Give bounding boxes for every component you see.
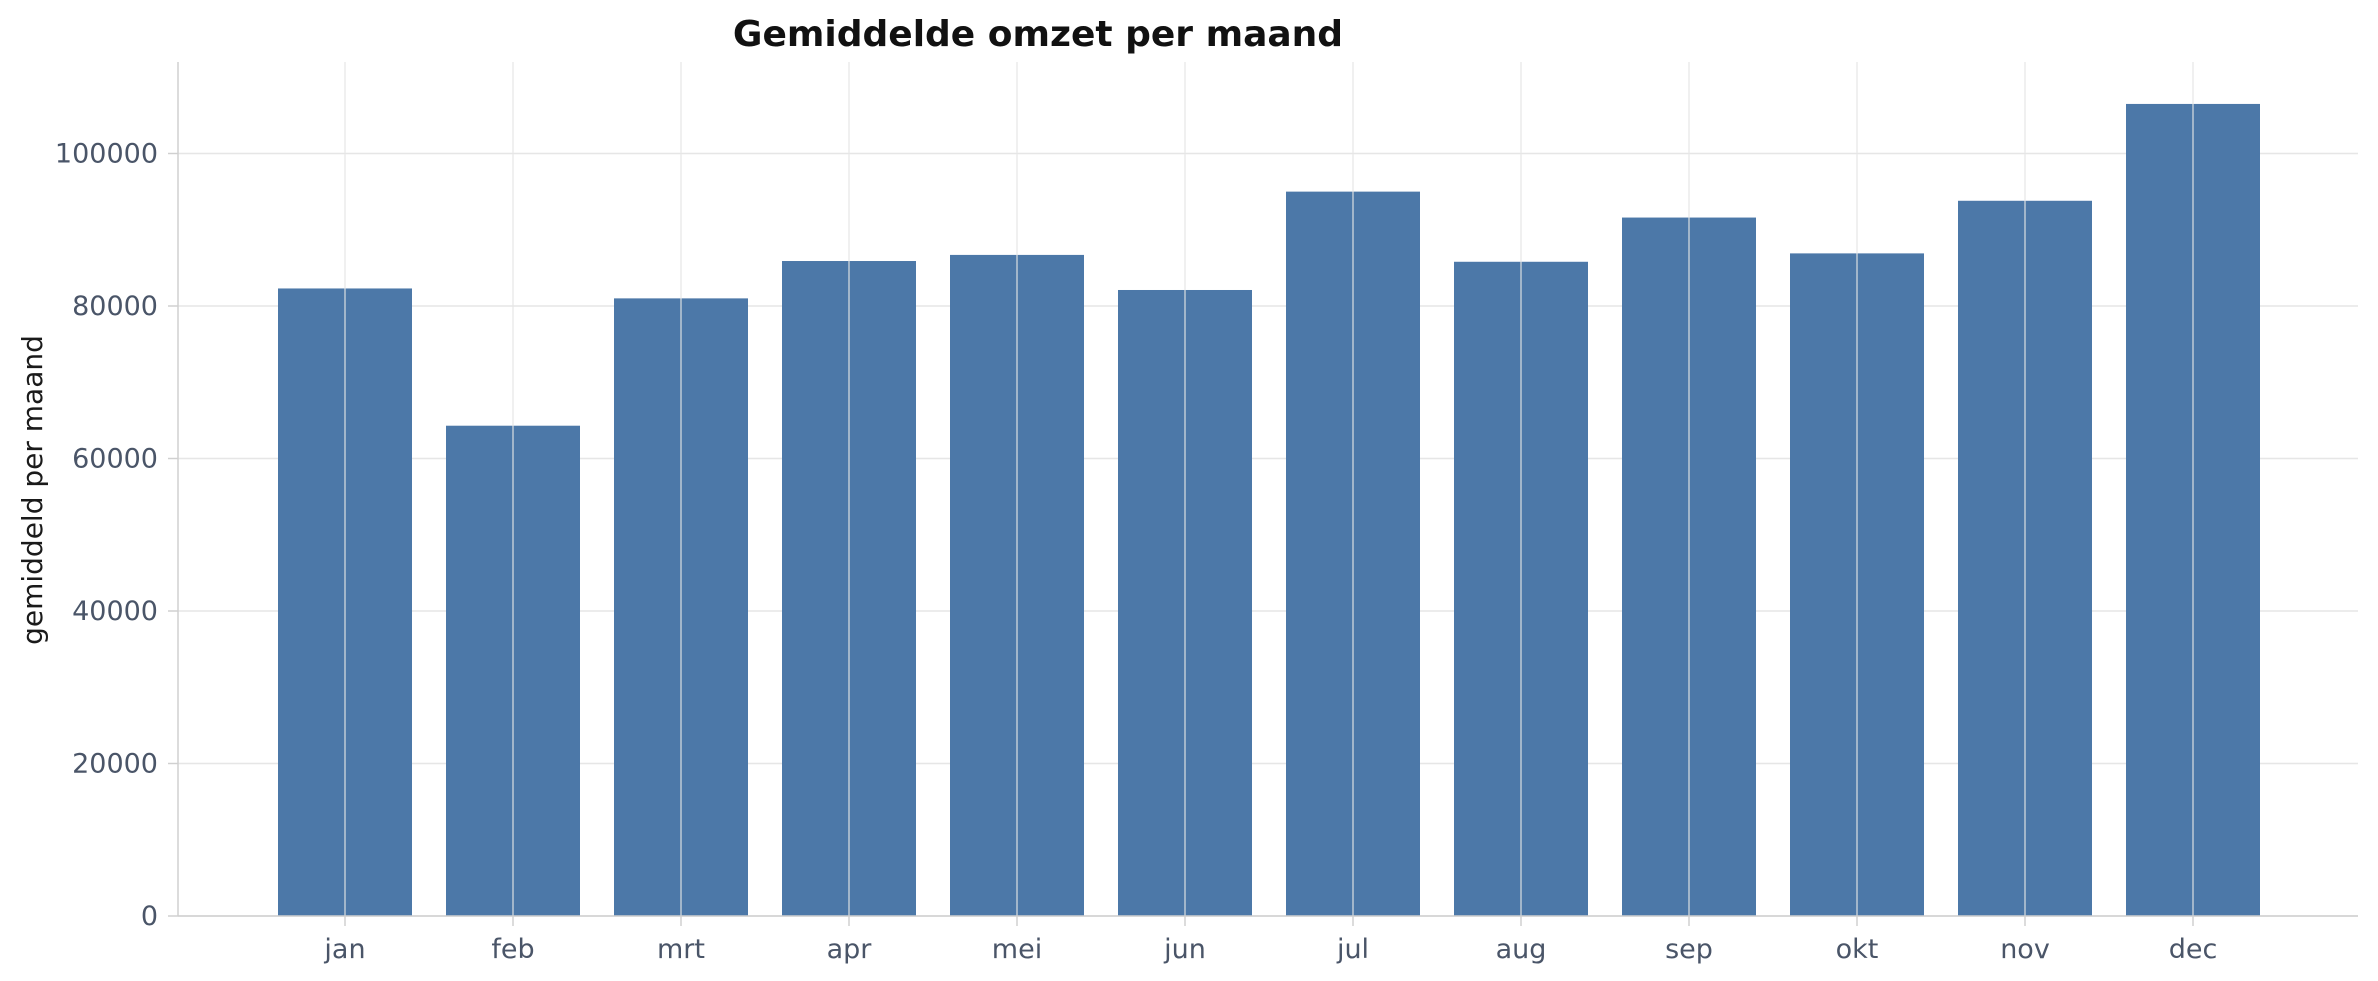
x-tick-labels: jan feb mrt apr mei jun jul aug sep okt nov dec: [323, 934, 2217, 965]
chart-title: Gemiddelde omzet per maand: [733, 14, 1343, 55]
x-tick-label: dec: [2169, 934, 2218, 965]
x-tick-label: nov: [2000, 934, 2050, 965]
x-tick-label: apr: [827, 934, 873, 965]
x-tick-label: okt: [1836, 934, 1879, 965]
y-tick-labels: 0 20000 40000 60000 80000 100000: [55, 139, 158, 933]
x-gridlines: [344, 62, 2194, 916]
x-tick-label: mrt: [657, 934, 705, 965]
x-tick-label: jun: [1163, 934, 1206, 965]
y-tick-label: 20000: [72, 749, 158, 780]
x-tick-label: aug: [1496, 934, 1547, 965]
y-axis-label: gemiddeld per maand: [16, 335, 49, 645]
y-tick-label: 100000: [55, 139, 158, 170]
y-tick-label: 80000: [72, 291, 158, 322]
x-tick-label: jan: [323, 934, 365, 965]
x-tick-label: feb: [491, 934, 534, 965]
y-tick-label: 60000: [72, 444, 158, 475]
x-tick-label: mei: [992, 934, 1042, 965]
y-tick-label: 40000: [72, 596, 158, 627]
y-tick-label: 0: [141, 901, 158, 932]
x-tick-label: sep: [1665, 934, 1713, 965]
x-tick-label: jul: [1336, 934, 1369, 965]
bars: [278, 103, 2260, 917]
axes: [168, 62, 2358, 926]
